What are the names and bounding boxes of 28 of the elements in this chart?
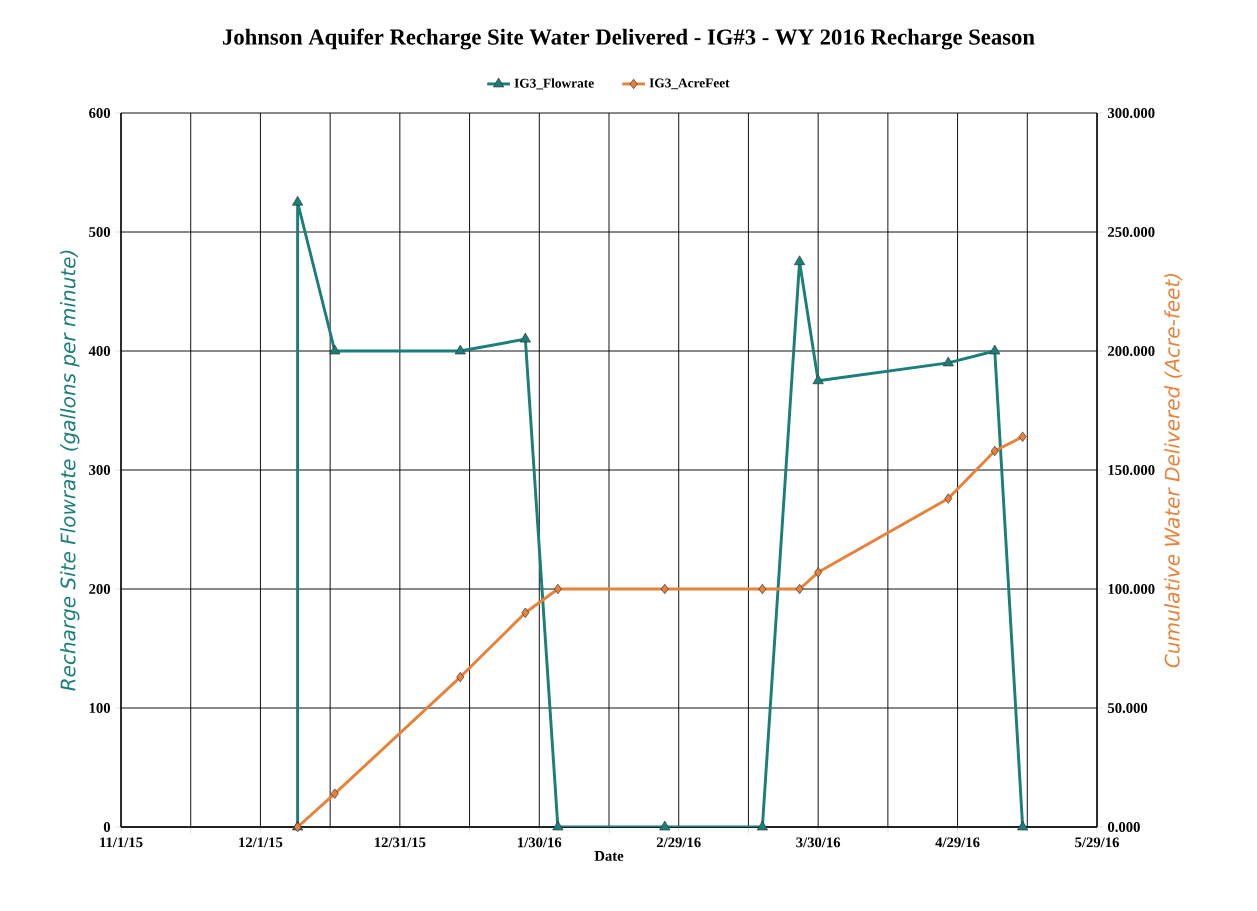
x-tick-label: 12/1/15: [239, 837, 283, 848]
x-tick-label: 12/31/15: [374, 837, 426, 848]
y-axis-title: Recharge Site Flowrate (gallons per minute): [60, 250, 80, 691]
x-tick-label: 1/30/16: [518, 837, 562, 848]
y2-tick-label: 300.000: [1107, 108, 1155, 118]
y2-tick-label: 50.000: [1108, 703, 1148, 713]
x-tick-label: 2/29/16: [656, 837, 701, 848]
y-tick-label: 100: [89, 703, 111, 713]
y2-tick-label: 150.000: [1108, 465, 1155, 475]
x-axis-title: Date: [594, 851, 624, 861]
y-tick-label: 400: [88, 346, 111, 356]
y2-tick-label: 250.000: [1108, 227, 1155, 237]
y2-tick-label: 200.000: [1108, 346, 1155, 356]
y2-tick-label: 100.000: [1108, 584, 1155, 594]
x-tick-label: 3/30/16: [796, 837, 841, 848]
y2-tick-label: 0.000: [1107, 822, 1140, 832]
legend-label: IG3_Flowrate: [514, 78, 594, 90]
y-tick-label: 200: [89, 584, 111, 594]
x-tick-label: 5/29/16: [1075, 837, 1119, 848]
y-tick-label: 0: [103, 822, 111, 832]
y-tick-label: 600: [89, 108, 111, 118]
y-tick-label: 500: [89, 227, 111, 237]
y2-axis-title: Cumulative Water Delivered (Acre-feet): [1164, 273, 1183, 668]
y-tick-label: 300: [89, 465, 111, 475]
x-tick-label: 4/29/16: [935, 837, 980, 848]
chart-title: Johnson Aquifer Recharge Site Water Delivered - IG#3 - WY 2016 Recharge Season: [223, 28, 1035, 50]
x-tick-label: 11/1/15: [100, 837, 143, 848]
legend-label: IG3_AcreFeet: [649, 78, 730, 90]
